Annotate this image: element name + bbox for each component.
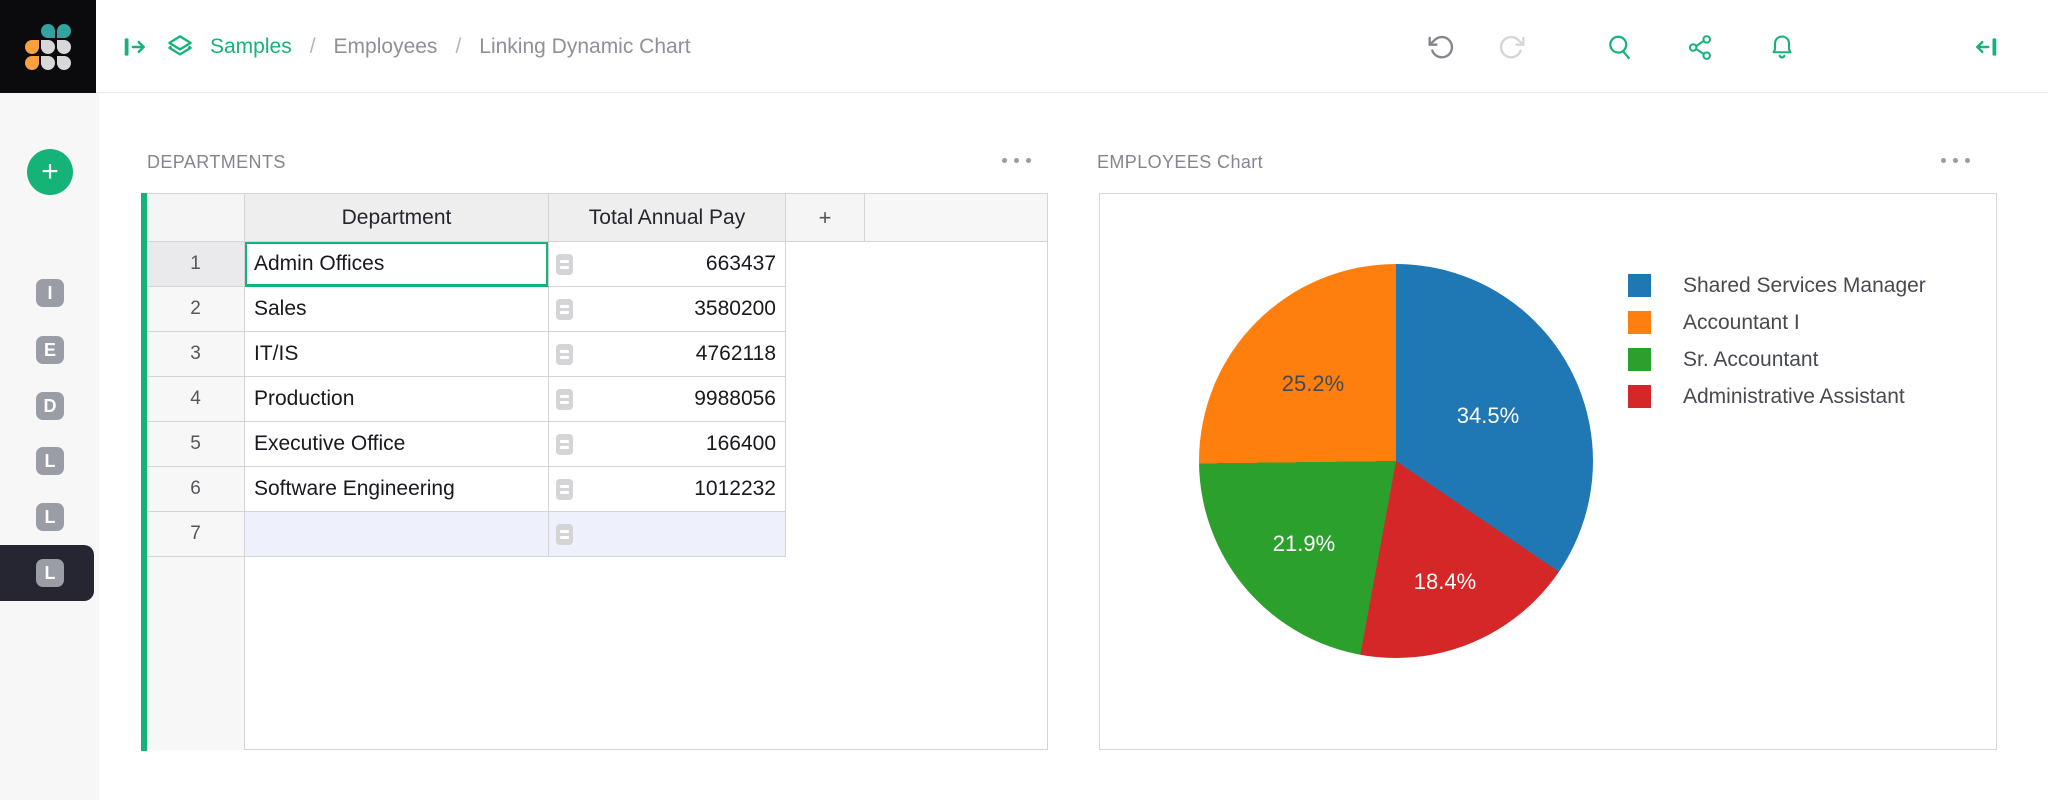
pages-sidebar: + I E D L L L <box>0 93 99 800</box>
row-number[interactable]: 4 <box>147 377 245 422</box>
column-header-total-annual-pay[interactable]: Total Annual Pay <box>549 194 786 242</box>
legend-swatch <box>1628 385 1651 408</box>
legend-swatch <box>1628 274 1651 297</box>
chart-legend: Shared Services Manager Accountant I Sr.… <box>1628 274 1926 408</box>
chart-widget-title: EMPLOYEES Chart <box>1097 151 1264 172</box>
breadcrumb-document[interactable]: Employees <box>333 34 438 58</box>
legend-item[interactable]: Sr. Accountant <box>1628 348 1926 371</box>
add-new-button[interactable]: + <box>27 149 73 195</box>
breadcrumb-separator: / <box>309 34 316 58</box>
table-widget-menu-button[interactable] <box>1002 158 1031 163</box>
share-icon[interactable] <box>1686 33 1714 61</box>
row-number[interactable]: 7 <box>147 512 245 557</box>
table-row: 3 IT/IS 4762118 <box>147 332 786 377</box>
legend-item[interactable]: Shared Services Manager <box>1628 274 1926 297</box>
sidebar-page-initial[interactable]: D <box>36 392 64 420</box>
formula-icon <box>556 388 573 410</box>
breadcrumb: Samples / Employees / Linking Dynamic Ch… <box>120 0 691 93</box>
sidebar-page-initial[interactable]: L <box>36 447 64 475</box>
cell-total-annual-pay[interactable]: 9988056 <box>549 377 786 422</box>
employees-pie-chart: 34.5% 25.2% 21.9% 18.4% Shared Services … <box>1099 193 1997 750</box>
pages-stack-icon[interactable] <box>164 32 196 62</box>
legend-item[interactable]: Accountant I <box>1628 311 1926 334</box>
sidebar-page-initial[interactable]: L <box>36 503 64 531</box>
header-filler-cell <box>865 194 1048 242</box>
legend-swatch <box>1628 311 1651 334</box>
close-right-panel-icon[interactable] <box>1972 33 2000 61</box>
top-bar: Samples / Employees / Linking Dynamic Ch… <box>0 0 2048 93</box>
cell-total-annual-pay[interactable]: 166400 <box>549 422 786 467</box>
cell-department[interactable]: Sales <box>245 287 549 332</box>
notifications-bell-icon[interactable] <box>1768 33 1796 61</box>
cell-total-annual-pay[interactable]: 663437 <box>549 242 786 287</box>
undo-icon[interactable] <box>1427 33 1455 61</box>
pie-slice-label: 25.2% <box>1281 371 1345 396</box>
cell-total-annual-pay[interactable] <box>549 512 786 557</box>
pie-slice-label: 34.5% <box>1456 403 1520 428</box>
row-number-header[interactable] <box>147 194 245 242</box>
sidebar-page-initial-selected[interactable]: L <box>36 559 64 587</box>
topbar-actions <box>1388 0 2048 93</box>
breadcrumb-separator: / <box>455 34 462 58</box>
row-number[interactable]: 6 <box>147 467 245 512</box>
cell-department[interactable]: Software Engineering <box>245 467 549 512</box>
open-left-panel-icon[interactable] <box>120 34 150 60</box>
grist-logo[interactable] <box>0 0 96 93</box>
table-row: 4 Production 9988056 <box>147 377 786 422</box>
cell-department[interactable]: IT/IS <box>245 332 549 377</box>
cell-department[interactable] <box>245 512 549 557</box>
row-number[interactable]: 1 <box>147 242 245 287</box>
table-row: 2 Sales 3580200 <box>147 287 786 332</box>
table-row: 5 Executive Office 166400 <box>147 422 786 467</box>
breadcrumb-page[interactable]: Linking Dynamic Chart <box>479 34 691 58</box>
redo-icon[interactable] <box>1497 33 1525 61</box>
grid-active-section-bar <box>141 193 147 751</box>
column-header-department[interactable]: Department <box>245 194 549 242</box>
chart-widget-menu-button[interactable] <box>1941 158 1970 163</box>
sidebar-page-initial[interactable]: I <box>36 279 64 307</box>
table-widget-title: DEPARTMENTS <box>147 151 286 172</box>
legend-item[interactable]: Administrative Assistant <box>1628 385 1926 408</box>
breadcrumb-workspace[interactable]: Samples <box>210 34 292 58</box>
departments-grid: Department Total Annual Pay + 1 Admin Of… <box>141 193 1048 751</box>
formula-icon <box>556 253 573 275</box>
formula-icon <box>556 298 573 320</box>
formula-icon <box>556 478 573 500</box>
legend-swatch <box>1628 348 1651 371</box>
cell-department[interactable]: Admin Offices <box>245 242 549 287</box>
cell-total-annual-pay[interactable]: 4762118 <box>549 332 786 377</box>
pie-slice-label: 18.4% <box>1413 569 1477 594</box>
sidebar-page-initial[interactable]: E <box>36 336 64 364</box>
formula-icon <box>556 523 573 545</box>
grist-logo-icon <box>25 23 71 70</box>
row-number[interactable]: 3 <box>147 332 245 377</box>
row-number-gutter <box>147 557 245 750</box>
pie-slice-label: 21.9% <box>1272 531 1336 556</box>
cell-department[interactable]: Production <box>245 377 549 422</box>
cell-total-annual-pay[interactable]: 3580200 <box>549 287 786 332</box>
table-row: 1 Admin Offices 663437 <box>147 242 786 287</box>
formula-icon <box>556 433 573 455</box>
add-column-button[interactable]: + <box>786 194 865 242</box>
formula-icon <box>556 343 573 365</box>
new-record-row: 7 <box>147 512 786 557</box>
row-number[interactable]: 2 <box>147 287 245 332</box>
table-row: 6 Software Engineering 1012232 <box>147 467 786 512</box>
cell-total-annual-pay[interactable]: 1012232 <box>549 467 786 512</box>
search-icon[interactable] <box>1606 33 1634 61</box>
cell-department[interactable]: Executive Office <box>245 422 549 467</box>
pie-chart[interactable] <box>1199 264 1593 658</box>
row-number[interactable]: 5 <box>147 422 245 467</box>
